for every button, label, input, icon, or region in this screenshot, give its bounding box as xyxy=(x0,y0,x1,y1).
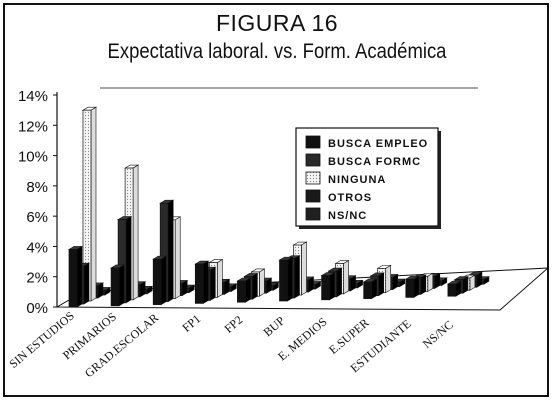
bar-side xyxy=(343,259,349,295)
bar-side xyxy=(469,274,476,291)
bar-busca-empleo-primarios xyxy=(110,264,126,307)
bar-busca-empleo-grad-escolar xyxy=(152,255,168,306)
chart-title: FIGURA 16 xyxy=(215,10,339,36)
bar-side xyxy=(118,264,125,307)
bar-busca-empleo-bup xyxy=(278,256,294,302)
legend-label: OTROS xyxy=(328,192,372,204)
legend-swatch xyxy=(305,135,321,149)
chart-subtitle: Expectativa laboral. vs. Form. Académica xyxy=(107,40,447,63)
bar-front xyxy=(321,275,330,301)
bar-side xyxy=(378,272,385,297)
bar-front xyxy=(152,258,162,305)
bar-side xyxy=(210,266,216,301)
bar-busca-empleo-fp1 xyxy=(194,260,210,304)
bar-front xyxy=(68,249,78,308)
bar-side xyxy=(308,276,314,293)
bar-busca-empleo-e-medios xyxy=(320,272,336,301)
bar-side xyxy=(385,264,392,294)
bar-side xyxy=(371,278,378,300)
bar-side xyxy=(90,106,97,302)
bar-side xyxy=(294,255,300,299)
x-tick-label: FP2 xyxy=(221,313,245,336)
bar-side xyxy=(76,245,83,308)
bar-front xyxy=(405,278,415,298)
x-tick-label: BUP xyxy=(261,313,288,339)
bar-busca-empleo-ns-nc xyxy=(446,280,462,297)
bar-side xyxy=(217,259,223,298)
y-tick-label: 0% xyxy=(26,300,48,317)
bar-busca-empleo-sin-estudios xyxy=(67,245,84,308)
bar-side xyxy=(434,272,441,289)
bar-side xyxy=(181,279,188,297)
bar-side xyxy=(455,280,462,297)
bar-busca-formc-grad-escolar xyxy=(159,199,175,303)
legend-label: BUSCA FORMC xyxy=(328,156,421,168)
legend-label: BUSCA EMPLEO xyxy=(328,138,428,150)
y-tick-label: 2% xyxy=(26,270,48,287)
y-tick-label: 8% xyxy=(26,179,48,196)
y-tick-label: 6% xyxy=(26,209,48,226)
bar-front xyxy=(363,281,373,299)
bar-side xyxy=(83,262,90,305)
bar-side xyxy=(259,268,265,297)
bar-side xyxy=(132,164,139,301)
bar-front xyxy=(447,283,457,297)
bar-side xyxy=(125,215,132,304)
y-tick-label: 10% xyxy=(18,149,48,166)
bar-side xyxy=(266,277,272,294)
bar-side xyxy=(139,281,146,298)
bar-side xyxy=(167,199,174,303)
bar-side xyxy=(245,277,251,303)
bar-side xyxy=(160,255,167,306)
bar-side xyxy=(413,275,420,298)
x-tick-label: SIN ESTUDIOS xyxy=(6,309,77,371)
bar-side xyxy=(336,267,342,298)
bar-side xyxy=(97,282,104,299)
x-tick-label: GRAD.ESCOLAR xyxy=(82,311,161,381)
y-tick-label: 14% xyxy=(18,88,48,105)
legend-swatch xyxy=(305,207,321,221)
bar-side xyxy=(427,272,434,292)
bar-front xyxy=(279,259,288,302)
legend-label: NS/NC xyxy=(328,210,367,222)
y-tick-label: 12% xyxy=(18,118,48,135)
legend: BUSCA EMPLEO BUSCA FORMC NINGUNA OTROS NS/NC xyxy=(295,127,441,229)
bar-side xyxy=(350,275,356,292)
bar-side xyxy=(462,276,469,294)
bar-side xyxy=(392,273,399,291)
legend-swatch xyxy=(305,189,321,203)
bar-side xyxy=(224,278,230,295)
legend-label: NINGUNA xyxy=(328,174,386,186)
bar-side xyxy=(287,256,293,302)
bar-side xyxy=(420,274,427,295)
bar-side xyxy=(476,271,483,288)
bar-side xyxy=(203,260,209,304)
bar-busca-empleo-e-super xyxy=(362,278,378,300)
bar-side xyxy=(329,272,335,301)
x-tick-label: FP1 xyxy=(179,312,203,335)
y-tick-label: 4% xyxy=(26,239,48,256)
bar-front xyxy=(194,263,204,304)
x-tick-label: NS/NC xyxy=(420,318,456,351)
bar-side xyxy=(174,216,181,300)
legend-swatch xyxy=(305,153,321,167)
figure-frame xyxy=(3,3,549,397)
bar-busca-empleo-fp2 xyxy=(236,277,252,303)
bar-busca-empleo-estudiante xyxy=(404,275,420,298)
bar-front xyxy=(110,267,120,307)
bar-front xyxy=(237,280,246,303)
bar-side xyxy=(252,272,258,300)
legend-swatch xyxy=(305,171,321,185)
bar-side xyxy=(301,241,307,296)
